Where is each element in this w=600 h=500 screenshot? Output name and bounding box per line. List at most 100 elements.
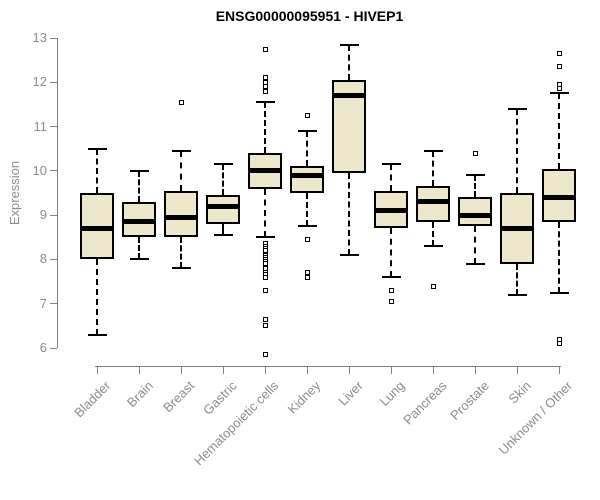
y-tick-label: 11 <box>33 118 48 134</box>
outlier-point <box>262 274 268 280</box>
y-tick <box>50 214 57 216</box>
upper-whisker-cap <box>381 163 401 166</box>
lower-whisker <box>474 226 476 264</box>
x-tick-label: Pancreas <box>400 378 450 428</box>
outlier-point <box>388 299 394 304</box>
y-tick <box>50 37 57 39</box>
x-tick-label: Prostate <box>446 378 492 423</box>
upper-whisker <box>96 148 98 193</box>
lower-whisker-cap <box>129 258 149 261</box>
outlier-point <box>430 283 436 289</box>
box <box>164 190 198 238</box>
lower-whisker <box>306 193 308 227</box>
box <box>290 166 324 193</box>
lower-whisker <box>222 224 224 236</box>
median-line <box>80 225 114 231</box>
lower-whisker <box>516 263 518 295</box>
upper-whisker-cap <box>87 147 107 150</box>
outlier-point <box>262 316 268 322</box>
upper-whisker <box>180 150 182 191</box>
lower-whisker-cap <box>171 267 191 270</box>
outlier-point <box>556 64 562 70</box>
upper-whisker <box>264 102 266 154</box>
lower-whisker <box>432 221 434 247</box>
x-tick-label: Brain <box>123 378 156 411</box>
outlier-point <box>556 86 562 92</box>
lower-whisker-cap <box>297 225 317 228</box>
outlier-point <box>262 88 268 94</box>
median-line <box>542 194 576 200</box>
x-tick-label: Lung <box>376 378 408 410</box>
upper-whisker-cap <box>213 163 233 166</box>
x-axis-line <box>95 366 561 367</box>
y-tick <box>50 170 57 172</box>
lower-whisker <box>558 221 560 293</box>
outlier-point <box>262 46 268 52</box>
lower-whisker-cap <box>339 254 359 256</box>
lower-whisker-cap <box>213 234 233 237</box>
median-line <box>416 199 450 205</box>
outlier-point <box>262 287 268 293</box>
x-tick-label: Breast <box>160 378 198 416</box>
median-line <box>248 168 282 174</box>
upper-whisker-cap <box>507 107 527 110</box>
x-tick <box>138 366 140 374</box>
median-line <box>332 93 366 99</box>
lower-whisker <box>390 228 392 278</box>
x-tick <box>558 366 560 374</box>
y-tick-label: 10 <box>32 162 47 178</box>
lower-whisker-cap <box>381 276 401 279</box>
x-tick <box>516 366 518 374</box>
outlier-point <box>304 274 310 280</box>
median-line <box>290 172 324 178</box>
lower-whisker-cap <box>255 236 275 239</box>
upper-whisker <box>138 170 140 202</box>
lower-whisker-cap <box>87 333 107 336</box>
y-tick <box>50 347 57 349</box>
y-tick-label: 9 <box>39 207 47 223</box>
upper-whisker-cap <box>129 169 149 172</box>
lower-whisker-cap <box>465 262 485 265</box>
upper-whisker <box>558 93 560 169</box>
x-tick-label: Kidney <box>284 378 324 417</box>
outlier-point <box>262 352 268 358</box>
x-tick <box>264 366 266 374</box>
outlier-point <box>556 51 562 56</box>
chart-title: ENSG00000095951 - HIVEP1 <box>215 8 404 24</box>
upper-whisker-cap <box>297 130 317 132</box>
lower-whisker-cap <box>507 293 527 296</box>
y-axis-line <box>57 38 58 348</box>
upper-whisker-cap <box>255 101 275 104</box>
lower-whisker-cap <box>549 291 569 294</box>
lower-whisker-cap <box>423 245 443 248</box>
upper-whisker <box>516 108 518 193</box>
x-tick-label: Liver <box>335 378 366 409</box>
median-line <box>458 212 492 218</box>
upper-whisker-cap <box>171 149 191 152</box>
x-tick <box>390 366 392 374</box>
upper-whisker <box>474 175 476 198</box>
upper-whisker-cap <box>549 92 569 95</box>
upper-whisker <box>222 164 224 196</box>
y-tick-label: 7 <box>39 295 47 311</box>
x-tick-label: Bladder <box>71 378 114 421</box>
outlier-point <box>388 287 394 293</box>
y-tick-label: 8 <box>39 251 47 267</box>
outlier-point <box>304 113 310 118</box>
upper-whisker-cap <box>465 174 485 177</box>
median-line <box>164 214 198 220</box>
outlier-point <box>262 323 268 329</box>
upper-whisker-cap <box>423 149 443 152</box>
x-tick <box>432 366 434 374</box>
median-line <box>122 219 156 225</box>
lower-whisker <box>348 173 350 255</box>
y-tick <box>50 258 57 260</box>
y-tick-label: 6 <box>39 340 47 355</box>
lower-whisker <box>138 237 140 260</box>
y-tick-label: 13 <box>32 30 47 45</box>
lower-whisker <box>264 188 266 238</box>
upper-whisker <box>432 150 434 187</box>
median-line <box>500 225 534 231</box>
x-tick <box>96 366 98 374</box>
x-tick <box>306 366 308 374</box>
